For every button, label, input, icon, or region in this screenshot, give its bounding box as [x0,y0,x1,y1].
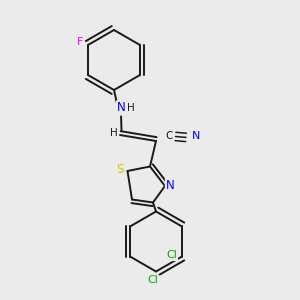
Text: N: N [166,179,175,193]
Text: C: C [166,130,173,141]
Text: H: H [127,103,134,113]
Text: H: H [110,128,118,139]
Text: Cl: Cl [148,275,158,286]
Text: S: S [116,163,124,176]
Text: N: N [191,131,200,141]
Text: Cl: Cl [166,250,177,260]
Text: F: F [77,37,84,47]
Text: N: N [117,101,126,115]
